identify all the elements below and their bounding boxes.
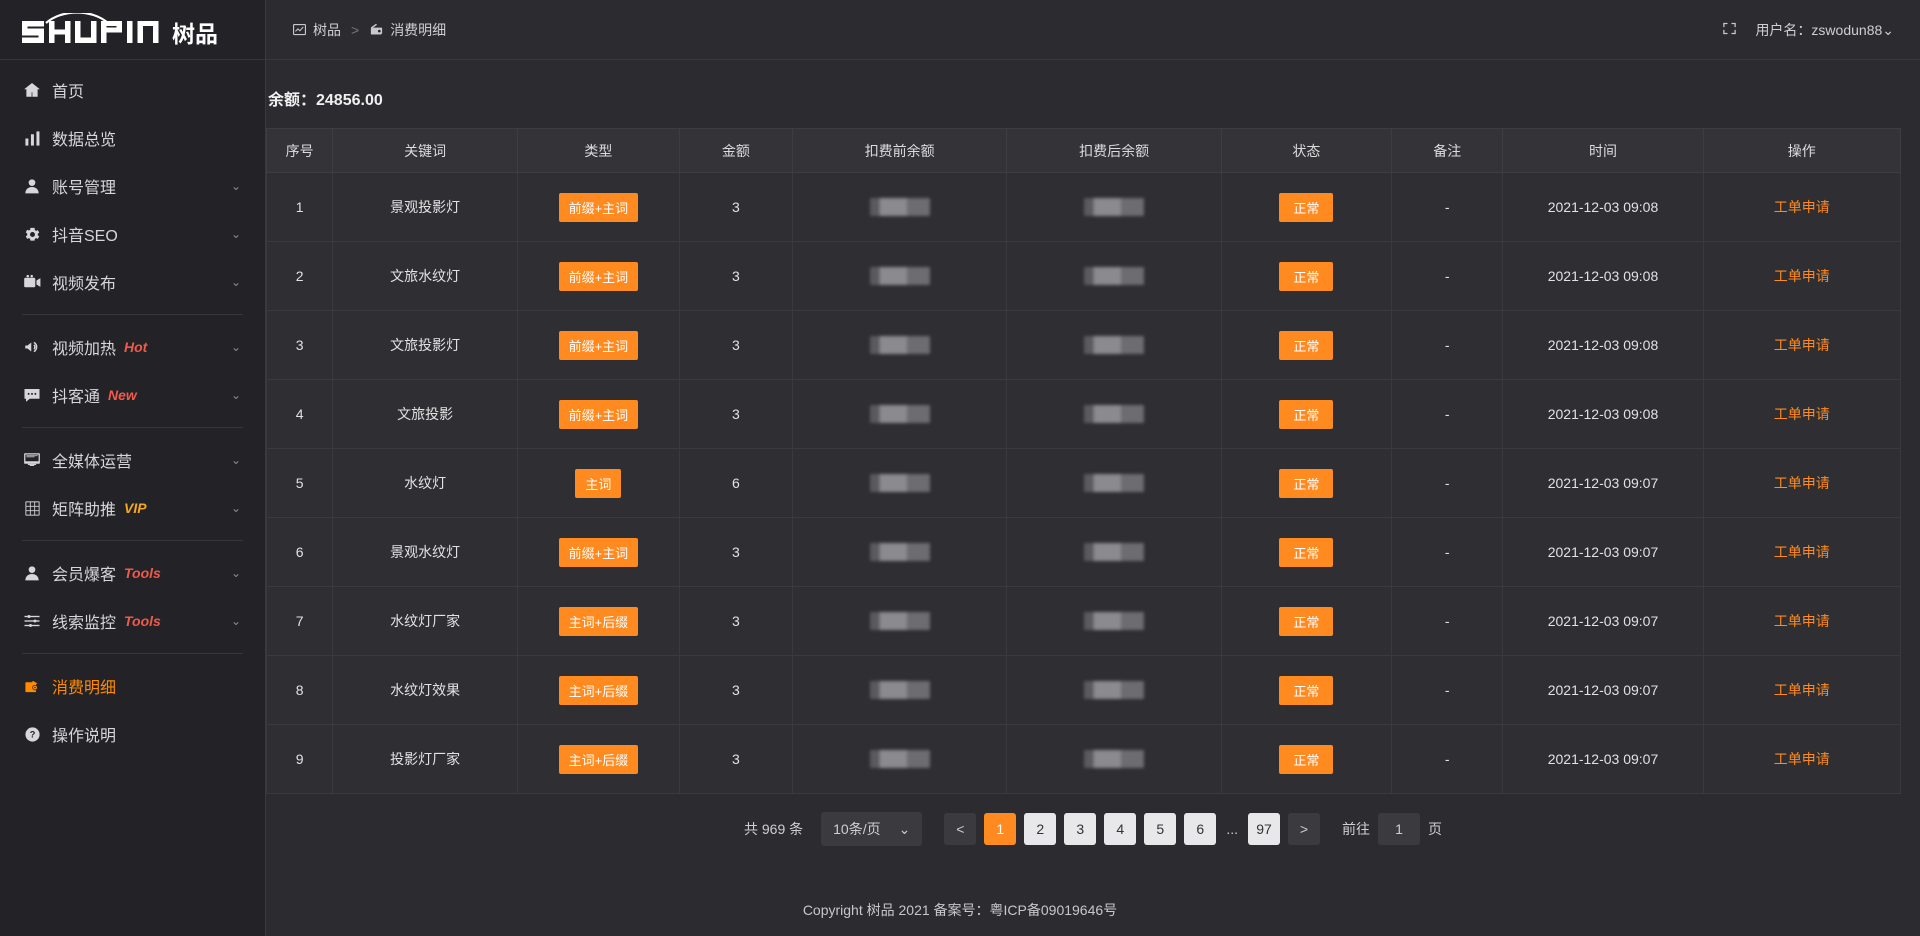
svg-text:树品: 树品 bbox=[172, 15, 218, 47]
svg-text:?: ? bbox=[29, 729, 35, 739]
